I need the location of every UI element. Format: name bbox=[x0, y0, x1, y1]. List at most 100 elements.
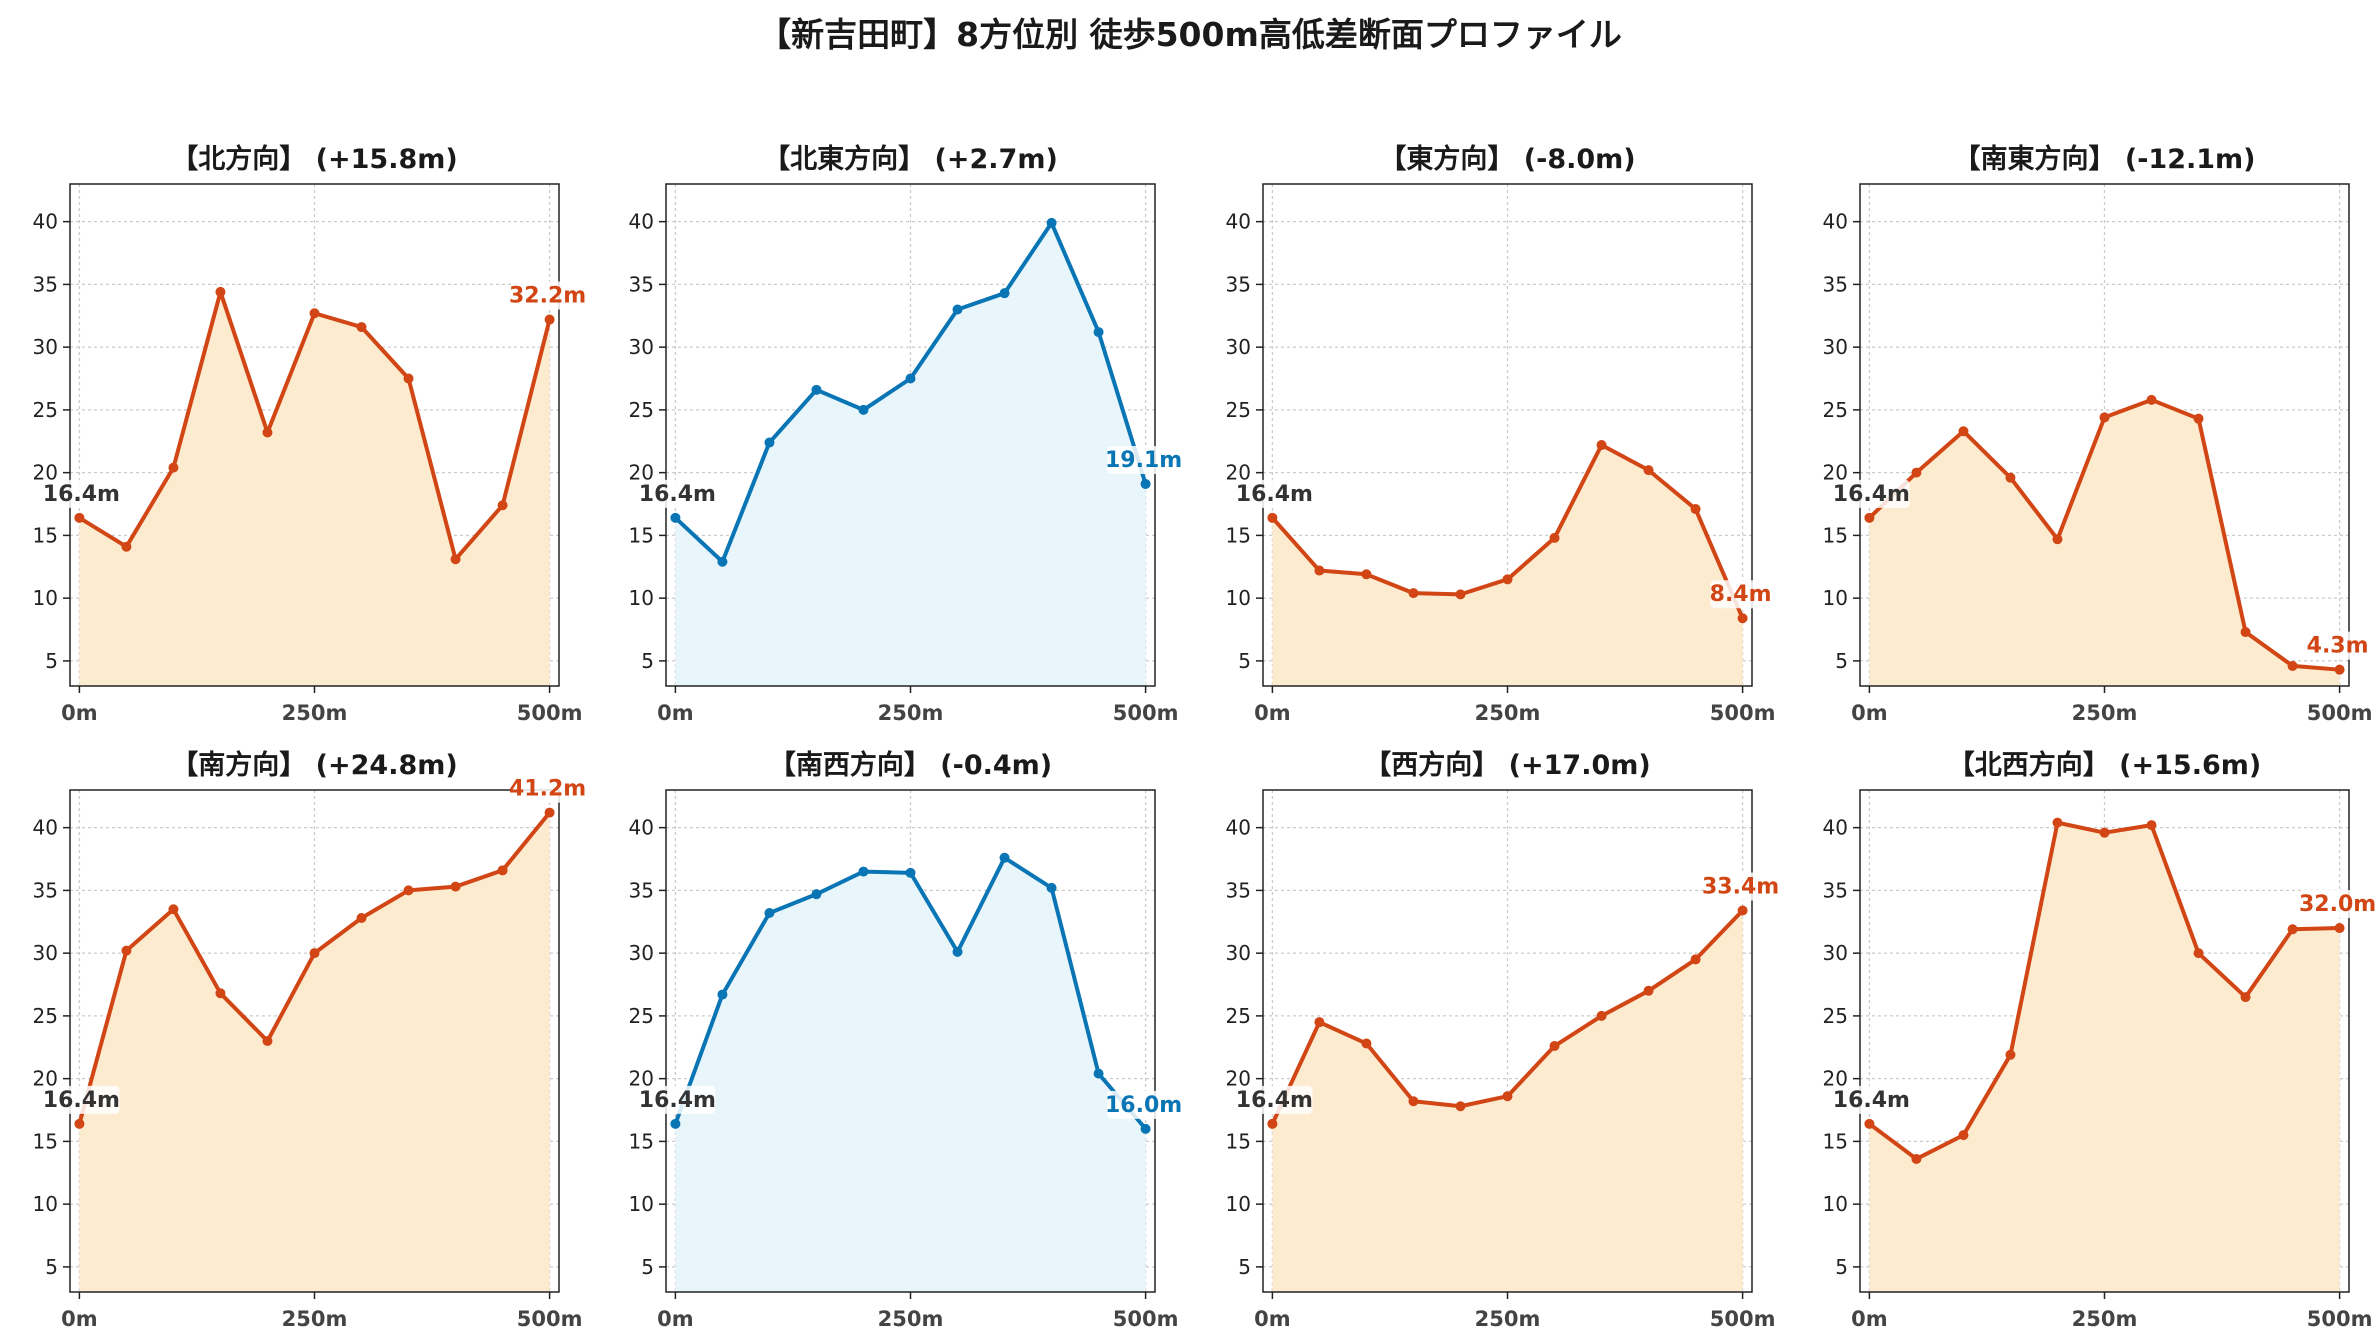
x-tick-label: 500m bbox=[1710, 1307, 1776, 1331]
data-point bbox=[764, 907, 775, 918]
data-point bbox=[497, 865, 508, 876]
end-label-bg bbox=[2301, 890, 2375, 919]
y-tick-label: 5 bbox=[45, 649, 58, 673]
x-tick-label: 500m bbox=[1710, 701, 1776, 725]
data-point bbox=[121, 541, 132, 552]
y-tick-label: 35 bbox=[1226, 878, 1251, 902]
data-point bbox=[1596, 1010, 1607, 1021]
end-value-label: 33.4m bbox=[1702, 874, 1779, 899]
y-tick-label: 35 bbox=[1226, 272, 1251, 296]
series-area bbox=[79, 291, 550, 686]
end-value-label: 32.2m bbox=[509, 284, 586, 309]
data-point bbox=[811, 889, 822, 900]
data-point bbox=[1361, 569, 1372, 580]
data-point bbox=[2287, 660, 2298, 671]
end-value-label: 4.3m bbox=[2307, 634, 2369, 659]
y-tick-label: 10 bbox=[33, 586, 58, 610]
data-point bbox=[450, 881, 461, 892]
data-point bbox=[309, 948, 320, 959]
end-label-bg bbox=[1704, 872, 1778, 901]
end-value-label: 32.0m bbox=[2299, 892, 2376, 917]
y-tick-label: 15 bbox=[33, 523, 58, 547]
data-point bbox=[1643, 465, 1654, 476]
end-label-bg bbox=[2307, 631, 2368, 660]
end-value-label: 19.1m bbox=[1105, 448, 1182, 473]
y-tick-label: 40 bbox=[1226, 816, 1251, 840]
y-tick-label: 30 bbox=[1226, 335, 1251, 359]
data-point bbox=[262, 1036, 273, 1046]
data-point bbox=[2052, 817, 2063, 828]
y-tick-label: 40 bbox=[1226, 210, 1251, 234]
data-point bbox=[999, 288, 1010, 299]
data-point bbox=[1093, 1068, 1104, 1079]
y-tick-label: 25 bbox=[33, 398, 58, 422]
data-point bbox=[74, 1118, 85, 1129]
x-tick-label: 0m bbox=[1254, 1307, 1291, 1331]
end-value-label: 16.0m bbox=[1105, 1093, 1182, 1118]
data-point bbox=[2146, 394, 2157, 405]
x-tick-label: 500m bbox=[517, 1307, 583, 1331]
y-tick-label: 35 bbox=[629, 878, 654, 902]
data-point bbox=[1267, 512, 1278, 523]
end-value-label: 8.4m bbox=[1710, 582, 1772, 607]
data-point bbox=[2240, 992, 2251, 1003]
x-tick-label: 0m bbox=[657, 701, 694, 725]
data-point bbox=[168, 462, 179, 473]
data-point bbox=[1596, 440, 1607, 451]
data-point bbox=[1502, 1091, 1513, 1102]
x-tick-label: 0m bbox=[657, 1307, 694, 1331]
y-tick-label: 5 bbox=[1238, 1255, 1251, 1279]
data-point bbox=[811, 384, 822, 395]
data-point bbox=[121, 945, 132, 956]
start-label-bg bbox=[639, 1085, 716, 1114]
data-point bbox=[1690, 954, 1701, 965]
y-tick-label: 10 bbox=[1823, 586, 1848, 610]
y-tick-label: 15 bbox=[629, 523, 654, 547]
x-tick-label: 250m bbox=[282, 701, 348, 725]
data-point bbox=[2193, 948, 2204, 959]
start-value-label: 16.4m bbox=[639, 482, 716, 507]
data-point bbox=[1549, 1041, 1560, 1052]
data-point bbox=[403, 373, 414, 384]
data-point bbox=[1864, 1118, 1875, 1129]
y-tick-label: 25 bbox=[1226, 398, 1251, 422]
x-tick-label: 0m bbox=[61, 701, 98, 725]
data-point bbox=[1958, 426, 1969, 437]
data-point bbox=[356, 322, 367, 333]
data-point bbox=[1408, 1096, 1419, 1107]
series-area bbox=[1272, 910, 1743, 1292]
start-label-bg bbox=[1833, 479, 1910, 508]
data-point bbox=[497, 500, 508, 511]
y-tick-label: 10 bbox=[629, 1192, 654, 1216]
y-tick-label: 40 bbox=[33, 210, 58, 234]
end-value-label: 41.2m bbox=[509, 777, 586, 802]
y-tick-label: 10 bbox=[33, 1192, 58, 1216]
start-label-bg bbox=[1236, 479, 1313, 508]
chart-title: 【北東方向】 (+2.7m) bbox=[763, 143, 1058, 175]
y-tick-label: 15 bbox=[1823, 1129, 1848, 1153]
data-point bbox=[2005, 472, 2016, 483]
data-point bbox=[1093, 327, 1104, 338]
y-tick-label: 40 bbox=[1823, 816, 1848, 840]
series-area bbox=[675, 857, 1146, 1292]
series-area bbox=[1869, 822, 2340, 1292]
end-label-bg bbox=[511, 774, 585, 803]
start-value-label: 16.4m bbox=[1236, 482, 1313, 507]
y-tick-label: 40 bbox=[629, 816, 654, 840]
y-tick-label: 5 bbox=[1238, 649, 1251, 673]
x-tick-label: 500m bbox=[517, 701, 583, 725]
data-point bbox=[670, 512, 681, 523]
y-tick-label: 5 bbox=[45, 1255, 58, 1279]
y-tick-label: 25 bbox=[1226, 1004, 1251, 1028]
data-point bbox=[1911, 467, 1922, 478]
y-tick-label: 40 bbox=[33, 816, 58, 840]
end-label-bg bbox=[1107, 445, 1181, 474]
x-tick-label: 250m bbox=[1475, 1307, 1541, 1331]
data-point bbox=[1314, 565, 1325, 576]
data-point bbox=[1140, 1123, 1151, 1134]
page-title: 【新吉田町】8方位別 徒歩500m高低差断面プロファイル bbox=[758, 15, 1622, 54]
end-label-bg bbox=[1107, 1090, 1181, 1119]
